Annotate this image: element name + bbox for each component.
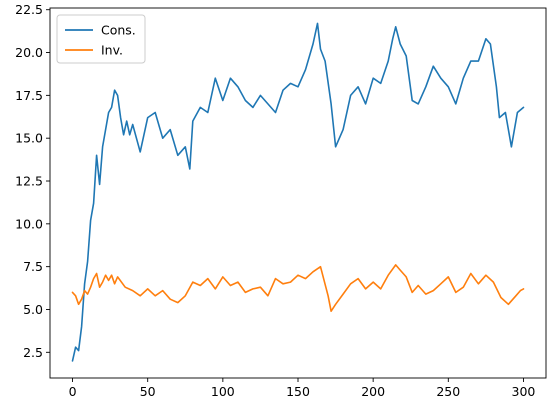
y-tick-label: 17.5 xyxy=(15,88,43,103)
y-tick-label: 10.0 xyxy=(15,216,43,231)
legend: Cons. Inv. xyxy=(56,14,146,64)
x-tick-label: 250 xyxy=(436,384,460,399)
y-tick-label: 15.0 xyxy=(15,131,43,146)
y-tick-label: 7.5 xyxy=(23,259,43,274)
y-tick-label: 20.0 xyxy=(15,45,43,60)
y-tick-label: 5.0 xyxy=(23,302,43,317)
x-tick-label: 200 xyxy=(361,384,385,399)
series-layer xyxy=(71,22,525,362)
x-tick-label: 50 xyxy=(140,384,156,399)
y-tick-label: 2.5 xyxy=(23,345,43,360)
ticks-layer: 0 50 100 150 200 250 300 2.5 5.0 7.5 10.0 12.5 15.0 1… xyxy=(15,2,535,399)
series-line-inv xyxy=(71,264,525,313)
plot-background xyxy=(50,8,546,378)
x-tick-label: 150 xyxy=(286,384,310,399)
legend-label: Inv. xyxy=(101,43,123,58)
series-line-cons xyxy=(71,22,525,362)
y-tick-label: 22.5 xyxy=(15,2,43,17)
legend-label: Cons. xyxy=(101,23,136,38)
y-tick-label: 12.5 xyxy=(15,174,43,189)
x-tick-label: 0 xyxy=(69,384,77,399)
legend-box xyxy=(56,14,146,64)
x-tick-label: 100 xyxy=(211,384,235,399)
x-tick-label: 300 xyxy=(512,384,536,399)
plot-frame xyxy=(49,7,547,379)
